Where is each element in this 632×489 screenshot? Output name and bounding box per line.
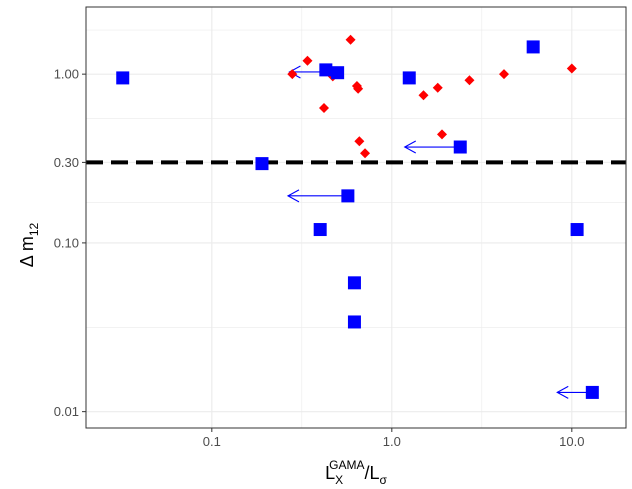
upper-limit-arrow — [403, 140, 459, 154]
square-point — [526, 40, 540, 54]
square-point — [347, 315, 361, 329]
diamond-point — [464, 75, 475, 86]
x-tick-label: 0.1 — [203, 434, 221, 449]
diamond-point — [566, 63, 577, 74]
x-axis-title-rest: /L — [364, 463, 379, 483]
y-axis-title-main: Δ m — [17, 236, 37, 267]
y-tick-label: 0.01 — [54, 404, 79, 419]
square-point — [585, 385, 599, 399]
y-tick-label: 0.30 — [54, 155, 79, 170]
square-point — [402, 71, 416, 85]
panel-border — [85, 6, 627, 429]
square-point — [331, 66, 345, 80]
x-tick-label: 1.0 — [383, 434, 401, 449]
arrow-layer — [286, 65, 592, 399]
arrow-head — [286, 189, 300, 203]
square-point — [341, 189, 355, 203]
y-tick-label: 0.10 — [54, 235, 79, 250]
diamond-point — [287, 69, 298, 80]
square-point — [313, 223, 327, 237]
upper-limit-arrow — [556, 385, 592, 399]
y-axis-title-sub: 12 — [27, 222, 41, 236]
data-points — [116, 34, 599, 399]
square-point — [347, 276, 361, 290]
diamond-point — [432, 82, 443, 93]
diamond-point — [345, 34, 356, 45]
arrow-head — [288, 65, 301, 79]
diamond-point — [436, 129, 447, 140]
arrow-head — [556, 385, 569, 399]
diamond-point — [302, 55, 313, 66]
upper-limit-arrow — [286, 189, 347, 203]
diamond-point — [354, 136, 365, 147]
arrow-head — [403, 140, 417, 154]
x-axis-title-sub: X — [335, 473, 343, 487]
square-point — [319, 63, 333, 77]
grid-lines — [86, 7, 626, 428]
diamond-point — [418, 90, 429, 101]
square-point — [570, 223, 584, 237]
diamond-point — [318, 103, 329, 114]
y-axis-title: Δ m12 — [17, 222, 41, 267]
x-axis-title: LXGAMA/Lσ — [325, 458, 387, 487]
y-tick-label: 1.00 — [54, 67, 79, 82]
x-axis-title-main: L — [325, 463, 335, 483]
diamond-point — [498, 69, 509, 80]
square-point — [453, 140, 467, 154]
diamond-point — [360, 148, 371, 159]
x-axis-title-sup: GAMA — [329, 458, 364, 472]
square-point — [255, 157, 269, 171]
axis-ticks: 0.1 1.0 10.0 0.01 0.10 0.30 1.00 — [54, 67, 585, 449]
x-tick-label: 10.0 — [559, 434, 584, 449]
x-axis-title-rest-sub: σ — [379, 473, 387, 487]
diamond-point — [353, 83, 364, 94]
square-point — [116, 71, 130, 85]
